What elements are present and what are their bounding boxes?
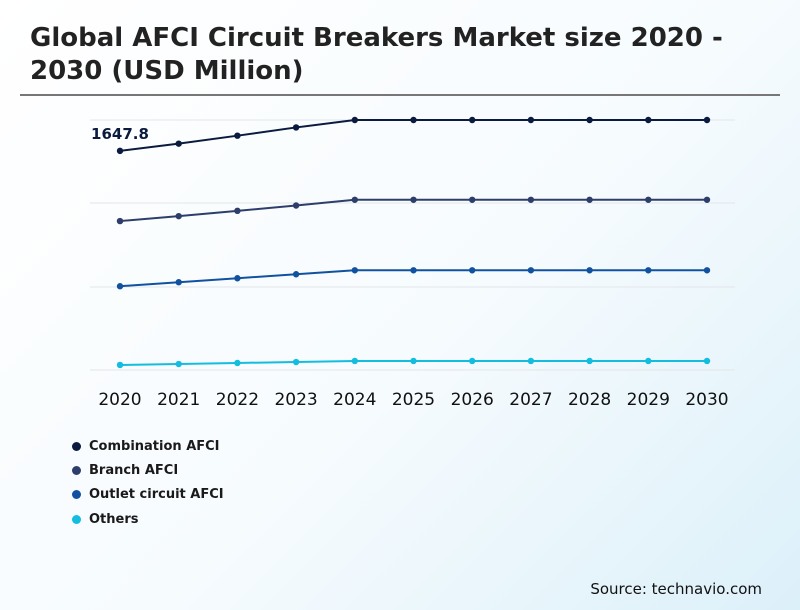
data-point bbox=[234, 359, 241, 367]
data-label: 1647.8 bbox=[91, 125, 149, 143]
data-point bbox=[527, 267, 535, 274]
data-point bbox=[527, 116, 535, 124]
data-point bbox=[410, 116, 417, 124]
data-point bbox=[469, 357, 476, 365]
legend-label: Outlet circuit AFCI bbox=[89, 487, 224, 503]
legend-item: Others bbox=[72, 507, 224, 531]
series bbox=[116, 267, 711, 290]
legend-marker bbox=[72, 490, 81, 500]
data-point bbox=[351, 116, 358, 124]
data-point bbox=[175, 212, 182, 220]
data-point bbox=[175, 360, 182, 368]
data-point bbox=[645, 357, 652, 365]
legend-marker bbox=[72, 514, 81, 524]
data-point bbox=[703, 357, 711, 365]
data-point bbox=[234, 275, 241, 282]
data-point bbox=[469, 267, 476, 274]
line-chart: 2020 2021 2022 2023 2024 2025 2026 2027 2028 2029… bbox=[90, 116, 735, 410]
data-point bbox=[351, 267, 358, 274]
series bbox=[116, 196, 711, 225]
x-tick-label: 2020 bbox=[98, 390, 141, 410]
data-point bbox=[234, 207, 241, 215]
data-point bbox=[586, 267, 593, 274]
data-point bbox=[292, 358, 300, 366]
x-tick-label: 2026 bbox=[451, 390, 494, 410]
data-point bbox=[116, 283, 124, 290]
title-divider bbox=[20, 94, 780, 96]
x-tick-label: 2029 bbox=[627, 390, 670, 410]
x-tick-label: 2022 bbox=[216, 390, 259, 410]
legend-label: Combination AFCI bbox=[89, 438, 220, 454]
x-tick-label: 2023 bbox=[274, 390, 317, 410]
data-point bbox=[175, 279, 182, 286]
data-point bbox=[586, 196, 593, 203]
x-tick-label: 2030 bbox=[685, 390, 728, 410]
data-point bbox=[645, 196, 652, 203]
data-point bbox=[645, 116, 652, 124]
series bbox=[116, 116, 711, 155]
data-point bbox=[292, 202, 300, 209]
data-point bbox=[703, 116, 711, 124]
data-point bbox=[175, 140, 182, 147]
data-point bbox=[527, 196, 535, 203]
source-note: Source: technavio.com bbox=[590, 580, 762, 598]
data-point bbox=[410, 357, 417, 365]
data-point bbox=[703, 196, 711, 203]
series-line bbox=[119, 119, 707, 152]
legend-label: Branch AFCI bbox=[89, 462, 179, 478]
data-point bbox=[410, 267, 417, 274]
legend-label: Others bbox=[89, 511, 139, 527]
legend-marker bbox=[72, 441, 81, 451]
gridlines bbox=[90, 119, 735, 371]
data-point bbox=[645, 267, 652, 274]
series-lines bbox=[116, 116, 711, 369]
data-point bbox=[351, 196, 358, 203]
data-point bbox=[292, 124, 300, 131]
chart-title: Global AFCI Circuit Breakers Market size… bbox=[30, 23, 723, 86]
data-point bbox=[116, 361, 124, 369]
data-point bbox=[469, 196, 476, 203]
x-tick-label: 2024 bbox=[333, 390, 376, 410]
series bbox=[116, 357, 711, 369]
legend-item: Outlet circuit AFCI bbox=[72, 483, 224, 507]
data-point bbox=[116, 217, 124, 225]
data-point bbox=[527, 357, 535, 365]
x-tick-label: 2027 bbox=[509, 390, 552, 410]
legend-item: Combination AFCI bbox=[72, 434, 224, 458]
data-point bbox=[234, 132, 241, 139]
data-point bbox=[410, 196, 417, 203]
legend-marker bbox=[72, 465, 81, 475]
x-tick-label: 2021 bbox=[157, 390, 200, 410]
data-point bbox=[469, 116, 476, 124]
data-point bbox=[586, 357, 593, 365]
legend: Combination AFCI Branch AFCI Outlet circui… bbox=[72, 434, 224, 531]
data-point bbox=[586, 116, 593, 124]
x-axis: 2020 2021 2022 2023 2024 2025 2026 2027 2028 2029… bbox=[98, 390, 728, 410]
data-point bbox=[116, 147, 124, 155]
data-point bbox=[351, 357, 358, 365]
annotations: 1647.8 bbox=[90, 124, 151, 145]
legend-item: Branch AFCI bbox=[72, 458, 224, 482]
data-point bbox=[703, 267, 711, 274]
x-tick-label: 2028 bbox=[568, 390, 611, 410]
data-point bbox=[292, 271, 300, 278]
x-tick-label: 2025 bbox=[392, 390, 435, 410]
